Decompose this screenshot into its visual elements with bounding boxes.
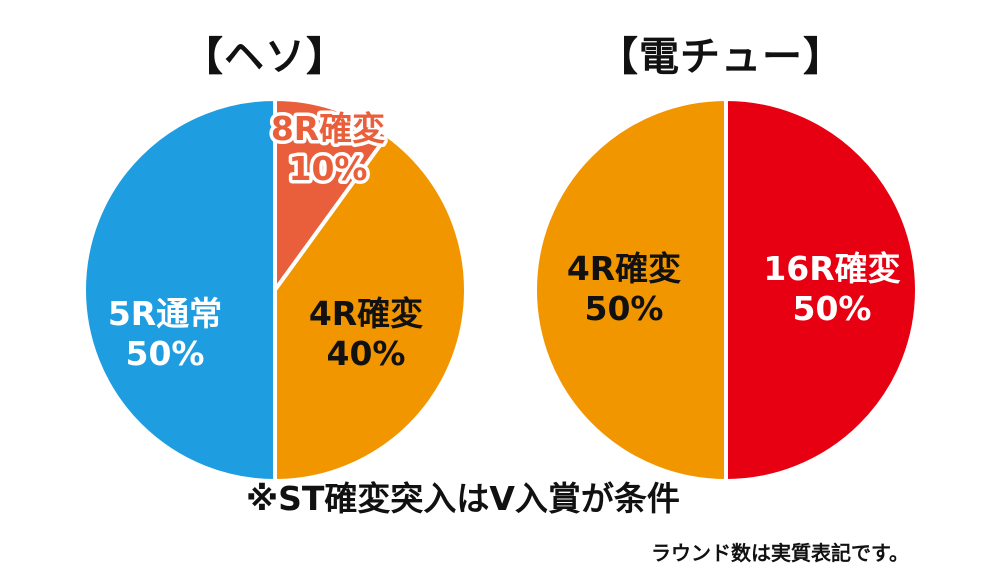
pie-slice [533,97,728,483]
slice-label: 16R確変 [763,249,900,288]
left-chart-title: 【ヘソ】 [183,34,347,80]
slice-percent: 50% [793,289,872,328]
pie-slice [273,133,468,483]
slice-label: 5R通常 [108,294,222,333]
pie-slice [724,97,919,483]
slice-percent: 50% [126,334,205,373]
condition-note: ※ST確変突入はV入賞が条件 [246,479,680,518]
slice-percent: 50% [585,289,664,328]
footnote: ラウンド数は実質表記です。 [651,541,909,565]
right-chart-title: 【電チュー】 [598,34,844,80]
pie-slice [273,97,390,292]
slice-label: 8R確変 [271,109,385,148]
slice-percent: 10% [289,149,368,188]
slice-label: 4R確変 [309,294,423,333]
slice-label: 4R確変 [567,249,681,288]
pie-slice [82,97,277,483]
slice-percent: 40% [327,334,406,373]
